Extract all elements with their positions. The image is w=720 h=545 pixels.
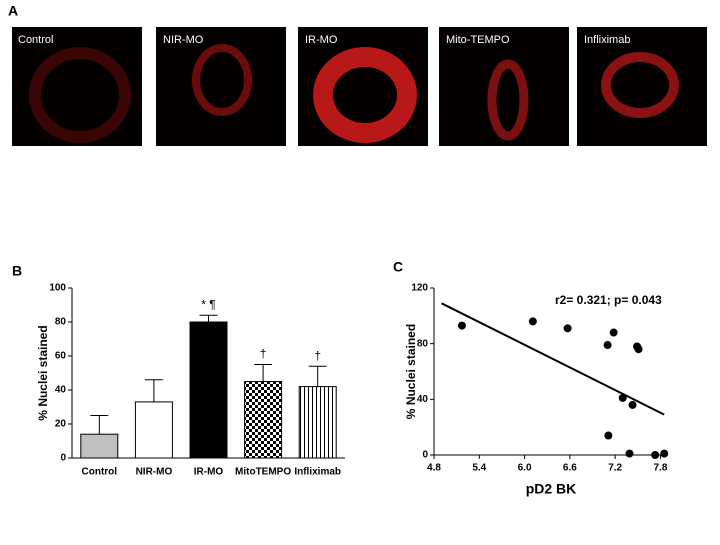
panel-label: C [393,259,403,275]
y-axis-label: % Nuclei stained [404,324,418,419]
x-tick-label: 6.0 [518,463,532,474]
significance-label: † [260,347,267,361]
bar [244,381,283,459]
y-tick-label: 60 [55,351,67,362]
point [604,431,613,440]
point [528,317,537,326]
y-tick-label: 80 [417,338,429,349]
point [651,451,660,459]
x-tick-label: MitoTEMPO [235,467,291,478]
micrographs [12,27,707,146]
vessel [487,59,529,141]
point [563,324,572,333]
x-tick-label: IR-MO [194,467,224,478]
point [634,345,643,354]
x-tick-label: 7.8 [653,463,667,474]
micrograph [439,27,569,146]
y-tick-label: 40 [55,385,67,396]
point [457,321,466,330]
y-tick-label: 0 [422,450,428,461]
x-tick-label: Infliximab [294,467,341,478]
x-axis-label: pD2 BK [526,481,577,497]
y-tick-label: 20 [55,419,67,430]
vessel [313,47,417,143]
image-label: Control [18,34,53,46]
panel-label: B [12,263,22,279]
y-tick-label: 40 [417,394,429,405]
x-tick-label: Control [82,467,118,478]
point [603,341,612,350]
y-tick-label: 0 [60,453,66,464]
point [628,400,637,409]
significance-label: † [314,348,321,362]
x-tick-label: NIR-MO [136,467,173,478]
bar [189,321,228,459]
point [618,393,627,402]
point [660,449,669,458]
stats-annotation: r2= 0.321; p= 0.043 [555,293,662,307]
fit-line [441,302,665,416]
y-axis-label: % Nuclei stained [36,325,50,420]
image-label: Mito-TEMPO [446,34,510,46]
y-tick-label: 120 [411,283,428,294]
y-tick-label: 100 [49,283,66,294]
bar [298,386,337,459]
image-label: Infliximab [584,34,630,46]
image-label: IR-MO [305,34,338,46]
panel-label: A [8,3,18,19]
x-tick-label: 4.8 [427,463,441,474]
image-label: NIR-MO [163,34,204,46]
bar [80,433,119,459]
bar [134,401,173,459]
point [609,328,618,337]
vessel [192,44,252,116]
micrograph [577,27,707,146]
point [625,449,634,458]
x-tick-label: 6.6 [563,463,577,474]
vessel [29,47,131,143]
y-tick-label: 80 [55,317,67,328]
significance-label: * ¶ [201,297,215,311]
x-tick-label: 5.4 [472,463,486,474]
x-tick-label: 7.2 [608,463,622,474]
vessel [601,52,679,118]
